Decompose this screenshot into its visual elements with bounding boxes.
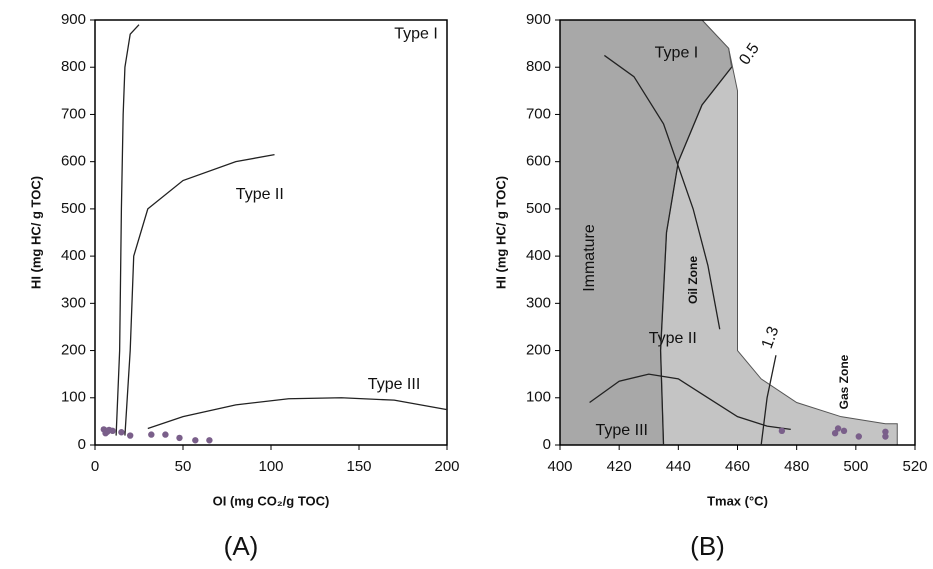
point <box>148 431 155 438</box>
curve <box>115 24 140 436</box>
y-axis-label: HI (mg HC/ g TOC) <box>28 176 43 289</box>
zone-label: Immature <box>581 224 598 292</box>
curve-label: Type I <box>655 44 699 61</box>
x-axis-label: OI (mg CO₂/g TOC) <box>213 493 330 508</box>
point <box>778 427 786 435</box>
y-tick-label: 100 <box>61 389 86 406</box>
curve <box>589 373 791 431</box>
y-tick-label: 700 <box>61 105 86 122</box>
y-tick-label: 200 <box>526 342 551 359</box>
curve-label: 1.3 <box>759 324 783 351</box>
y-tick-label: 0 <box>543 436 551 453</box>
y-tick-label: 600 <box>61 153 86 170</box>
y-tick-label: 900 <box>61 11 86 28</box>
x-tick-label: 50 <box>175 458 192 475</box>
curve <box>147 397 448 430</box>
y-tick-label: 500 <box>61 200 86 217</box>
zone-label: Gas Zone <box>837 354 851 409</box>
y-axis-label: HI (mg HC/ g TOC) <box>493 176 508 289</box>
x-tick-label: 100 <box>258 458 283 475</box>
y-tick-label: 700 <box>526 105 551 122</box>
point <box>834 425 842 432</box>
y-tick-label: 100 <box>526 389 551 406</box>
caption: (B) <box>690 531 725 561</box>
x-axis-label: Tmax (°C) <box>707 493 768 508</box>
point <box>109 427 116 435</box>
chart: 0 100 200 300 400 500 600 700 800 900 0 50 100 150 200… <box>28 11 459 561</box>
y-tick-label: 800 <box>61 58 86 75</box>
curve-label: Type II <box>649 330 697 347</box>
y-tick-label: 900 <box>526 11 551 28</box>
curve <box>760 355 777 446</box>
point <box>118 429 125 436</box>
curve <box>603 54 721 330</box>
x-tick-label: 440 <box>666 458 691 475</box>
x-tick-label: 500 <box>843 458 868 475</box>
y-tick-label: 500 <box>526 200 551 217</box>
curve-label: Type I <box>394 25 438 42</box>
y-tick-label: 300 <box>61 294 86 311</box>
point <box>882 428 889 435</box>
point <box>162 431 169 438</box>
x-tick-label: 460 <box>725 458 750 475</box>
y-tick-label: 800 <box>526 58 551 75</box>
y-tick-label: 400 <box>526 247 551 264</box>
x-tick-label: 150 <box>346 458 371 475</box>
curve-label: 0.5 <box>736 40 763 68</box>
x-tick-label: 200 <box>434 458 459 475</box>
point <box>206 437 213 444</box>
x-tick-label: 420 <box>607 458 632 475</box>
curve-label: Type III <box>368 376 420 393</box>
y-tick-label: 600 <box>526 153 551 170</box>
chart: 0 100 200 300 400 500 600 700 800 900 400 420 440 460… <box>493 11 927 561</box>
point <box>127 432 134 439</box>
curve-label: Type III <box>596 422 648 439</box>
y-tick-label: 300 <box>526 294 551 311</box>
caption: (A) <box>224 531 259 561</box>
curve-label: Type II <box>236 186 284 203</box>
curve <box>124 153 275 436</box>
x-tick-label: 0 <box>91 458 99 475</box>
point <box>882 433 889 440</box>
curve <box>659 66 733 446</box>
x-tick-label: 400 <box>547 458 572 475</box>
y-tick-label: 400 <box>61 247 86 264</box>
point <box>840 427 848 435</box>
point <box>192 437 199 444</box>
point <box>176 434 183 442</box>
point <box>855 433 862 440</box>
point <box>831 429 839 437</box>
y-tick-label: 0 <box>78 436 86 453</box>
x-tick-label: 520 <box>902 458 927 475</box>
x-tick-label: 480 <box>784 458 809 475</box>
y-tick-label: 200 <box>61 342 86 359</box>
zone-label: Oil Zone <box>686 256 700 304</box>
